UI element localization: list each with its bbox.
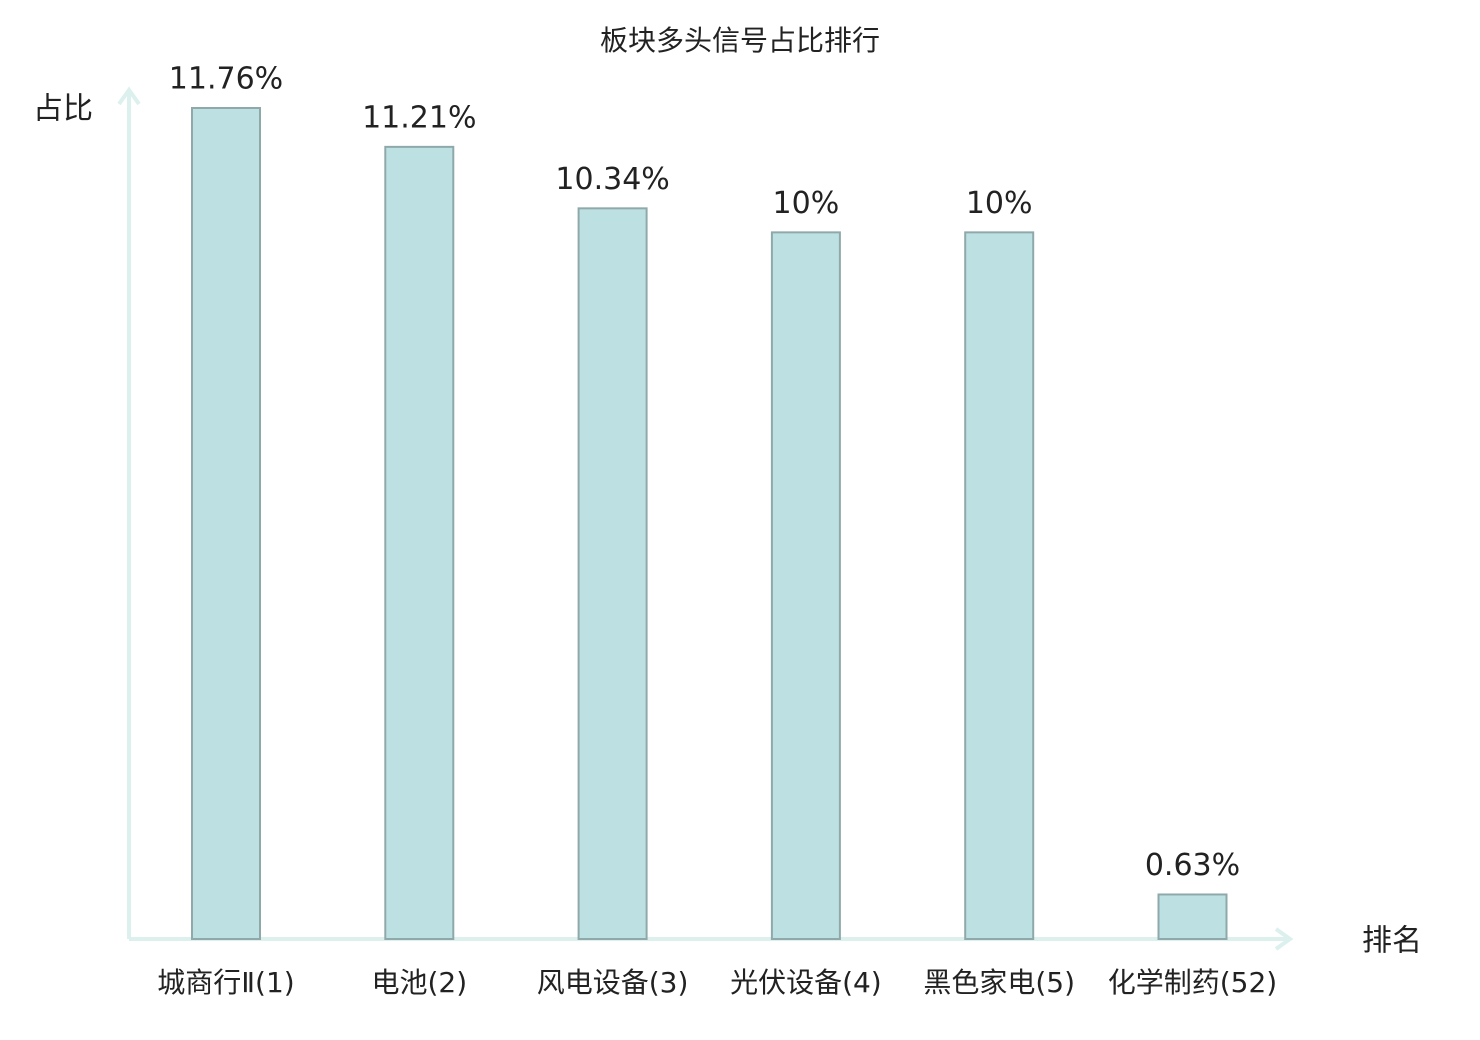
x-tick-label: 化学制药(52): [1108, 966, 1277, 999]
bar: [964, 231, 1035, 940]
y-axis-arrow: [117, 86, 141, 106]
bar: [577, 207, 648, 940]
x-tick-label: 城商行Ⅱ(1): [157, 966, 294, 999]
value-label: 10%: [773, 186, 840, 221]
value-label: 10%: [966, 186, 1033, 221]
value-label: 11.21%: [362, 100, 476, 135]
x-tick-label: 黑色家电(5): [923, 966, 1075, 999]
value-label: 0.63%: [1145, 848, 1240, 883]
y-axis-label: 占比: [33, 92, 93, 127]
bar: [1157, 893, 1228, 940]
bar: [770, 231, 841, 940]
x-axis-label: 排名: [1362, 924, 1422, 959]
bar: [384, 145, 455, 940]
bar: [191, 107, 261, 940]
x-tick-label: 光伏设备(4): [730, 966, 882, 999]
chart-title: 板块多头信号占比排行: [600, 24, 880, 57]
x-axis-arrow: [1274, 927, 1294, 951]
x-tick-label: 风电设备(3): [537, 966, 689, 999]
value-label: 11.76%: [169, 62, 283, 97]
x-tick-label: 电池(2): [371, 966, 467, 999]
value-label: 10.34%: [555, 162, 669, 197]
